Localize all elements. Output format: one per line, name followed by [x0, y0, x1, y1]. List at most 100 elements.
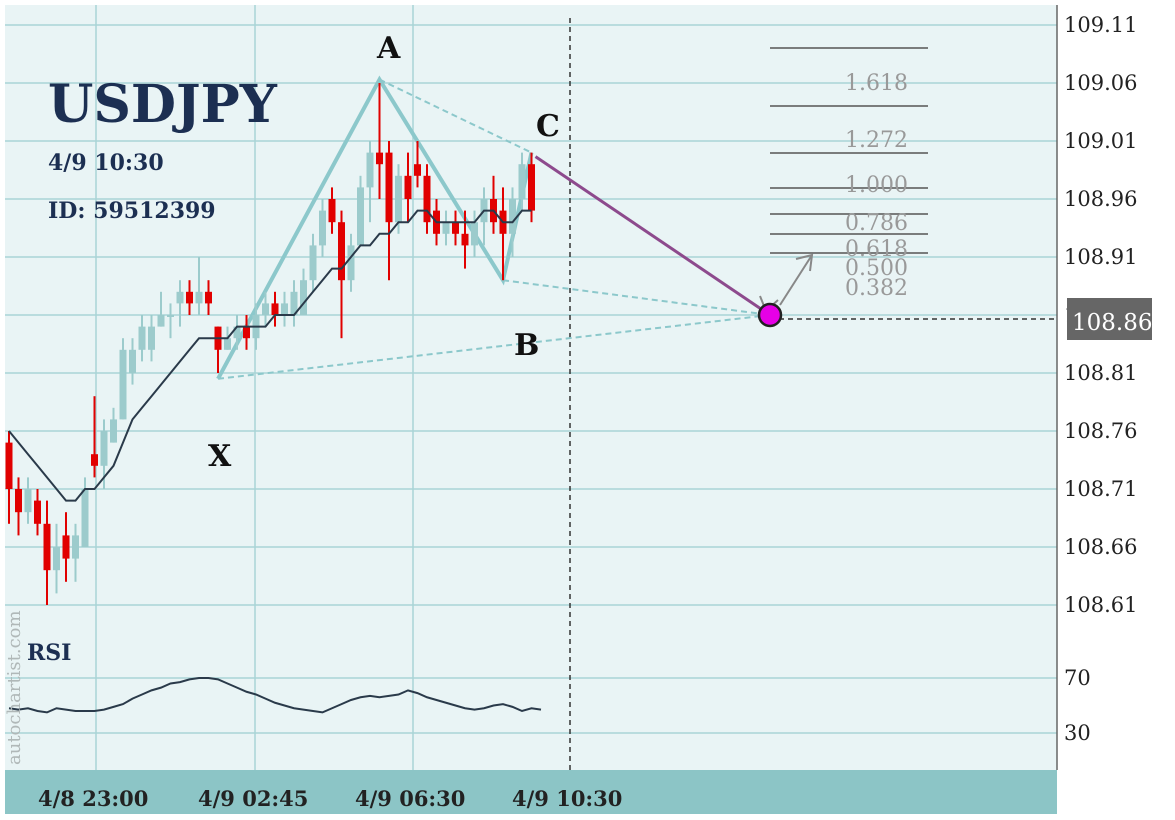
candle-body — [385, 152, 393, 223]
candle-body — [233, 326, 241, 339]
candle-body — [309, 245, 317, 281]
candle-body — [62, 535, 70, 559]
watermark: autochartist.com — [4, 610, 25, 765]
candle-body — [357, 187, 364, 246]
candle-body — [24, 489, 32, 513]
pattern-point-label: X — [208, 439, 232, 474]
fib-level-label: 0.786 — [845, 211, 908, 236]
candle-body — [376, 152, 383, 165]
chart-id: ID: 59512399 — [48, 198, 216, 224]
fib-arrow — [779, 254, 813, 306]
pattern-point-label: C — [536, 109, 560, 144]
candle-body — [15, 489, 22, 513]
candlesticks — [5, 83, 535, 605]
current-price-value: 108.86 — [1072, 310, 1152, 336]
candle-body — [129, 349, 136, 373]
y-tick-label: 108.76 — [1064, 419, 1137, 443]
candle-body — [290, 291, 298, 315]
candle-body — [138, 326, 146, 350]
candle-body — [262, 303, 269, 315]
candle-body — [34, 500, 41, 524]
candle-body — [338, 222, 345, 281]
fib-arrow-head — [795, 253, 814, 272]
projection — [534, 155, 814, 328]
candle-body — [243, 326, 250, 339]
fib-level-label: 1.000 — [845, 173, 908, 198]
candle-body — [471, 222, 478, 246]
candle-body — [224, 338, 231, 350]
rsi-label: RSI — [27, 640, 71, 666]
fib-level-label: 1.272 — [845, 128, 908, 153]
x-tick-label: 4/8 23:00 — [38, 786, 148, 811]
fib-level-label: 0.618 — [845, 237, 908, 262]
pattern-xd-dashed — [217, 314, 771, 380]
candle-body — [100, 431, 108, 466]
current-price-badge: 108.86 — [1067, 298, 1152, 340]
candle-body — [347, 245, 355, 281]
candle-body — [110, 419, 117, 443]
candle-body — [205, 291, 212, 304]
candle-body — [195, 291, 203, 304]
candle-body — [53, 547, 60, 571]
candle-body — [43, 523, 51, 571]
projection-target-marker — [757, 302, 783, 328]
candle-body — [452, 222, 459, 234]
rsi-y-tick-label: 30 — [1064, 721, 1091, 745]
pattern-ac-dashed — [379, 78, 532, 154]
rsi-line — [8, 677, 542, 714]
candle-body — [157, 315, 165, 327]
fib-level-label: 0.500 — [845, 256, 908, 281]
candle-body — [176, 291, 184, 304]
y-tick-label: 108.71 — [1064, 477, 1137, 501]
candle-body — [167, 315, 174, 317]
fib-level-label: 0.382 — [845, 276, 908, 301]
y-tick-label: 108.61 — [1064, 593, 1137, 617]
candle-body — [119, 349, 127, 420]
pattern-bd-dashed — [502, 279, 771, 316]
candle-body — [518, 164, 526, 199]
x-tick-label: 4/9 06:30 — [355, 786, 465, 811]
chart-title: USDJPY — [48, 74, 278, 135]
chart-timestamp: 4/9 10:30 — [48, 150, 164, 176]
y-tick-label: 109.01 — [1064, 129, 1137, 153]
candle-body — [148, 326, 155, 350]
candle-body — [509, 199, 516, 234]
candle-body — [404, 175, 412, 199]
harmonic-pattern: X A B C — [208, 31, 771, 474]
candle-body — [328, 199, 336, 223]
candle-body — [5, 442, 13, 489]
current-price-badge-bg — [1067, 298, 1152, 340]
y-tick-label: 108.66 — [1064, 535, 1137, 559]
rsi-panel — [8, 677, 542, 714]
pattern-point-label: A — [376, 31, 401, 66]
x-tick-label: 4/9 02:45 — [198, 786, 308, 811]
candle-body — [461, 233, 469, 246]
candle-body — [81, 489, 89, 547]
candle-body — [281, 303, 288, 315]
y-tick-label: 108.96 — [1064, 187, 1137, 211]
candle-body — [528, 164, 535, 211]
candle-body — [72, 535, 79, 559]
plot-area — [5, 5, 1057, 770]
x-axis: 4/8 23:00 4/9 02:45 4/9 06:30 4/9 10:30 — [38, 786, 622, 811]
candle-body — [319, 210, 326, 246]
projection-line — [534, 155, 771, 317]
x-tick-label: 4/9 10:30 — [512, 786, 622, 811]
fib-level-label: 1.618 — [845, 71, 908, 96]
candle-body — [442, 222, 450, 234]
candle-body — [366, 152, 374, 188]
candle-body — [271, 303, 279, 315]
y-tick-label: 108.91 — [1064, 245, 1137, 269]
x-axis-band — [5, 770, 1057, 814]
candle-body — [423, 175, 431, 223]
candle-body — [300, 280, 307, 315]
y-tick-label: 109.06 — [1064, 71, 1137, 95]
moving-average-line — [8, 209, 532, 502]
rsi-y-tick-label: 70 — [1064, 666, 1091, 690]
candle-body — [414, 164, 421, 176]
y-tick-label: 109.11 — [1064, 13, 1137, 37]
pattern-point-label: B — [514, 328, 539, 363]
candle-body — [186, 291, 193, 304]
